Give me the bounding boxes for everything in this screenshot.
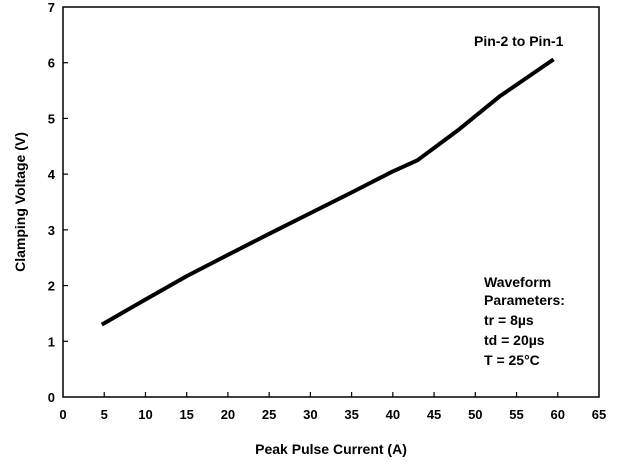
x-tick-label: 35 [344, 407, 358, 422]
y-tick-label: 3 [48, 223, 55, 238]
x-tick-label: 20 [221, 407, 235, 422]
y-tick-label: 6 [48, 56, 55, 71]
series-line [100, 57, 555, 327]
y-axis-ticks: 0 1 2 3 4 5 6 7 [48, 0, 68, 405]
x-tick-label: 15 [179, 407, 193, 422]
waveform-parameters-annotation: Waveform Parameters: tr = 8µs td = 20µs … [484, 274, 565, 368]
plot-frame [62, 6, 600, 398]
x-tick-label: 65 [592, 407, 606, 422]
param-line: Waveform [484, 274, 551, 290]
param-line: td = 20µs [484, 332, 545, 348]
x-tick-label: 5 [101, 407, 108, 422]
y-tick-label: 7 [48, 0, 55, 15]
x-tick-label: 60 [551, 407, 565, 422]
x-tick-label: 10 [138, 407, 152, 422]
series-annotation: Pin-2 to Pin-1 [474, 33, 564, 49]
y-tick-label: 5 [48, 111, 55, 126]
y-axis-title: Clamping Voltage (V) [12, 132, 28, 272]
y-tick-label: 1 [48, 334, 55, 349]
y-tick-label: 4 [48, 167, 56, 182]
y-tick-label: 2 [48, 279, 55, 294]
x-tick-label: 25 [262, 407, 276, 422]
param-line: tr = 8µs [484, 312, 534, 328]
x-tick-label: 50 [468, 407, 482, 422]
x-tick-label: 45 [427, 407, 441, 422]
x-tick-label: 0 [59, 407, 66, 422]
x-tick-label: 40 [386, 407, 400, 422]
x-axis-title: Peak Pulse Current (A) [255, 441, 407, 457]
y-tick-label: 0 [48, 390, 55, 405]
x-axis-ticks: 0 5 10 15 20 25 30 35 40 45 50 55 60 65 [59, 392, 606, 422]
x-tick-label: 55 [509, 407, 523, 422]
x-tick-label: 30 [303, 407, 317, 422]
param-line: T = 25°C [484, 352, 540, 368]
param-line: Parameters: [484, 292, 565, 308]
series-layer [100, 57, 555, 327]
